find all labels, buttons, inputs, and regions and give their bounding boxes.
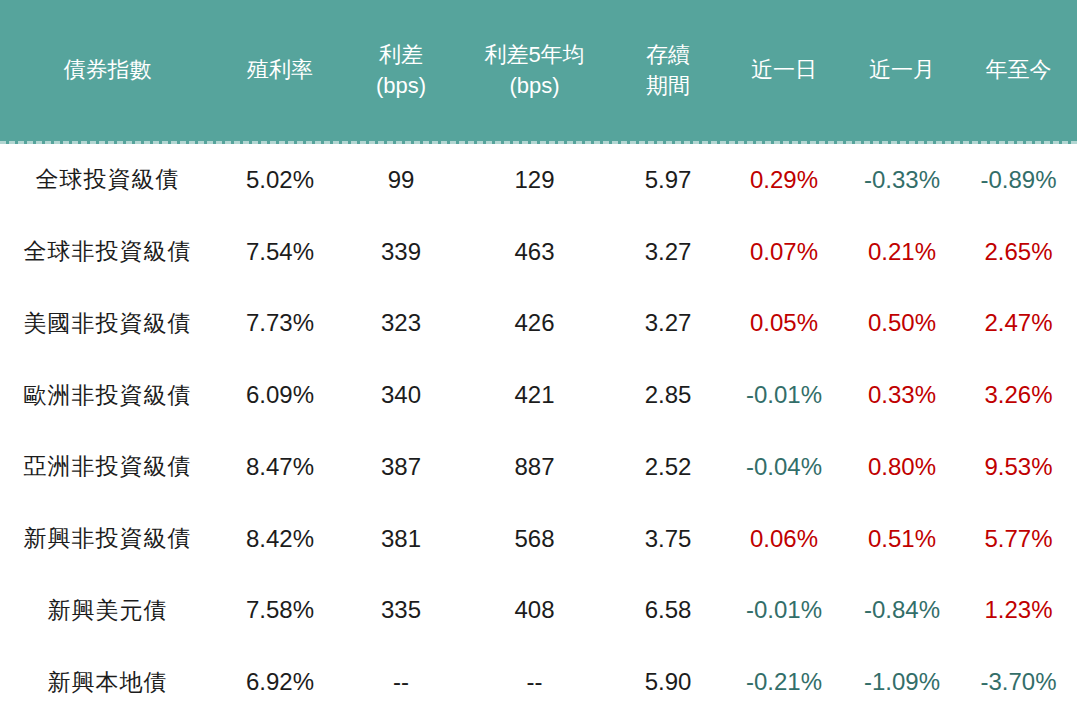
cell-1m-change: 0.50% <box>844 288 960 360</box>
cell-spread-5y-avg: 568 <box>457 503 612 575</box>
header-cell-ytd: 年至今 <box>960 0 1077 141</box>
cell-duration: 2.85 <box>612 359 724 431</box>
cell-yield: 6.92% <box>215 646 345 718</box>
cell-duration: 3.27 <box>612 288 724 360</box>
cell-yield: 7.73% <box>215 288 345 360</box>
cell-ytd-change: 2.47% <box>960 288 1077 360</box>
header-cell-spread-5y-avg: 利差5年均 (bps) <box>457 0 612 141</box>
cell-1m-change: 0.33% <box>844 359 960 431</box>
cell-bond-name: 歐洲非投資級債 <box>0 359 215 431</box>
cell-spread-5y-avg: -- <box>457 646 612 718</box>
cell-1m-change: -0.33% <box>844 144 960 216</box>
header-cell-yield: 殖利率 <box>215 0 345 141</box>
cell-spread-5y-avg: 129 <box>457 144 612 216</box>
cell-yield: 7.58% <box>215 575 345 647</box>
cell-spread: 339 <box>345 216 457 288</box>
cell-spread-5y-avg: 426 <box>457 288 612 360</box>
table-row: 新興本地債 6.92% -- -- 5.90 -0.21% -1.09% -3.… <box>0 646 1077 718</box>
header-cell-1d: 近一日 <box>724 0 844 141</box>
cell-bond-name: 新興本地債 <box>0 646 215 718</box>
cell-yield: 8.47% <box>215 431 345 503</box>
cell-1d-change: -0.04% <box>724 431 844 503</box>
cell-ytd-change: -3.70% <box>960 646 1077 718</box>
table-row: 美國非投資級債 7.73% 323 426 3.27 0.05% 0.50% 2… <box>0 288 1077 360</box>
cell-spread: 335 <box>345 575 457 647</box>
cell-duration: 3.75 <box>612 503 724 575</box>
cell-1d-change: 0.05% <box>724 288 844 360</box>
cell-spread: 340 <box>345 359 457 431</box>
cell-spread-5y-avg: 421 <box>457 359 612 431</box>
cell-duration: 3.27 <box>612 216 724 288</box>
cell-ytd-change: 2.65% <box>960 216 1077 288</box>
cell-ytd-change: 5.77% <box>960 503 1077 575</box>
table-row: 新興美元債 7.58% 335 408 6.58 -0.01% -0.84% 1… <box>0 575 1077 647</box>
cell-1m-change: -0.84% <box>844 575 960 647</box>
cell-duration: 6.58 <box>612 575 724 647</box>
table-row: 新興非投資級債 8.42% 381 568 3.75 0.06% 0.51% 5… <box>0 503 1077 575</box>
table-header-row: 債券指數 殖利率 利差 (bps) 利差5年均 (bps) 存續 期間 近一日 … <box>0 0 1077 144</box>
cell-ytd-change: 3.26% <box>960 359 1077 431</box>
header-cell-duration: 存續 期間 <box>612 0 724 141</box>
cell-ytd-change: -0.89% <box>960 144 1077 216</box>
cell-spread: 387 <box>345 431 457 503</box>
cell-1d-change: 0.07% <box>724 216 844 288</box>
cell-spread: 323 <box>345 288 457 360</box>
table-row: 亞洲非投資級債 8.47% 387 887 2.52 -0.04% 0.80% … <box>0 431 1077 503</box>
table-row: 全球非投資級債 7.54% 339 463 3.27 0.07% 0.21% 2… <box>0 216 1077 288</box>
cell-1m-change: 0.21% <box>844 216 960 288</box>
cell-spread-5y-avg: 408 <box>457 575 612 647</box>
cell-ytd-change: 1.23% <box>960 575 1077 647</box>
cell-bond-name: 美國非投資級債 <box>0 288 215 360</box>
cell-duration: 5.90 <box>612 646 724 718</box>
cell-spread: 381 <box>345 503 457 575</box>
cell-1m-change: 0.80% <box>844 431 960 503</box>
cell-yield: 7.54% <box>215 216 345 288</box>
cell-duration: 5.97 <box>612 144 724 216</box>
cell-1d-change: 0.06% <box>724 503 844 575</box>
cell-ytd-change: 9.53% <box>960 431 1077 503</box>
cell-1d-change: -0.21% <box>724 646 844 718</box>
cell-1m-change: 0.51% <box>844 503 960 575</box>
cell-bond-name: 全球非投資級債 <box>0 216 215 288</box>
cell-yield: 6.09% <box>215 359 345 431</box>
table-row: 全球投資級債 5.02% 99 129 5.97 0.29% -0.33% -0… <box>0 144 1077 216</box>
cell-1d-change: -0.01% <box>724 575 844 647</box>
cell-1m-change: -1.09% <box>844 646 960 718</box>
header-cell-1m: 近一月 <box>844 0 960 141</box>
cell-bond-name: 全球投資級債 <box>0 144 215 216</box>
cell-yield: 5.02% <box>215 144 345 216</box>
table-row: 歐洲非投資級債 6.09% 340 421 2.85 -0.01% 0.33% … <box>0 359 1077 431</box>
header-cell-bond-index: 債券指數 <box>0 0 215 141</box>
cell-1d-change: 0.29% <box>724 144 844 216</box>
cell-spread-5y-avg: 463 <box>457 216 612 288</box>
cell-spread: -- <box>345 646 457 718</box>
bond-index-table: 債券指數 殖利率 利差 (bps) 利差5年均 (bps) 存續 期間 近一日 … <box>0 0 1077 718</box>
cell-duration: 2.52 <box>612 431 724 503</box>
cell-1d-change: -0.01% <box>724 359 844 431</box>
cell-bond-name: 新興美元債 <box>0 575 215 647</box>
header-cell-spread-bps: 利差 (bps) <box>345 0 457 141</box>
cell-spread: 99 <box>345 144 457 216</box>
cell-spread-5y-avg: 887 <box>457 431 612 503</box>
cell-bond-name: 新興非投資級債 <box>0 503 215 575</box>
cell-bond-name: 亞洲非投資級債 <box>0 431 215 503</box>
cell-yield: 8.42% <box>215 503 345 575</box>
